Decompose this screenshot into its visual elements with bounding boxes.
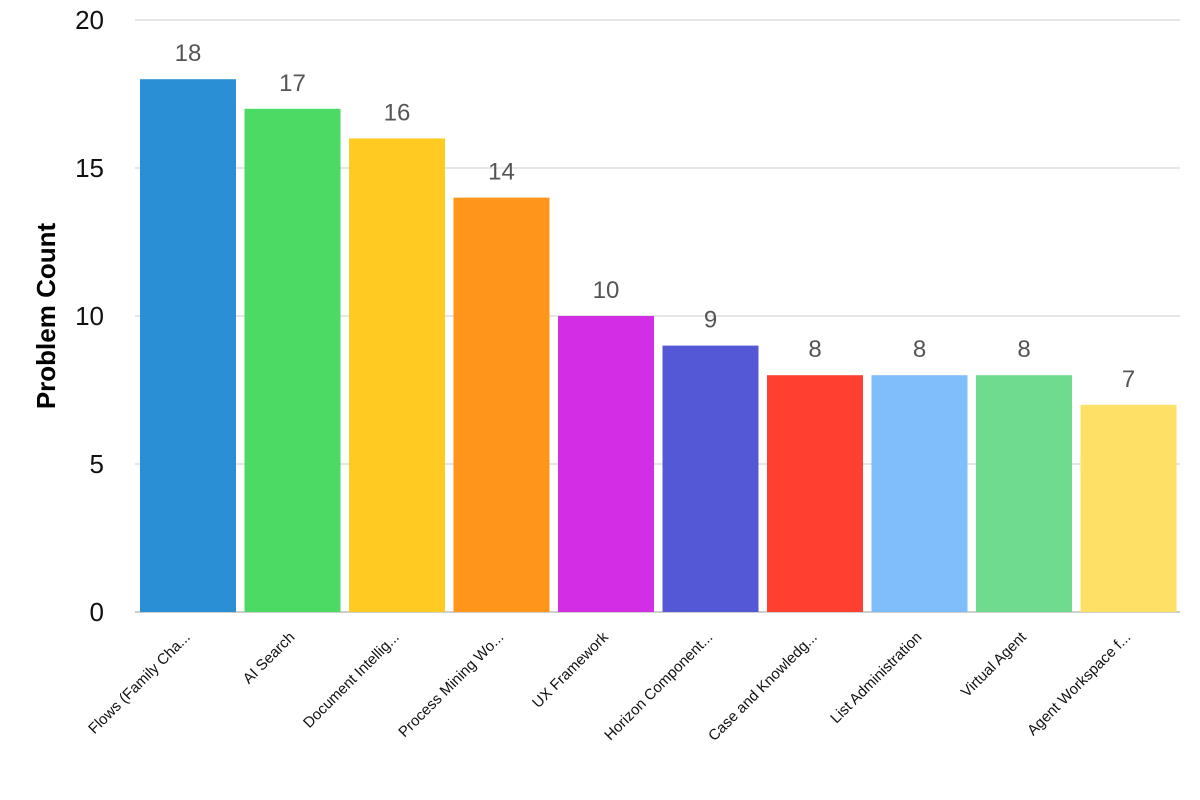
data-label: 17 bbox=[279, 70, 306, 97]
x-tick-label: Document Intellig... bbox=[300, 629, 403, 732]
x-tick-label: Process Mining Wo... bbox=[395, 629, 507, 741]
data-label: 8 bbox=[1017, 336, 1030, 363]
data-label: 18 bbox=[175, 40, 202, 67]
bar[interactable] bbox=[976, 375, 1072, 612]
data-label: 9 bbox=[704, 307, 717, 334]
bar[interactable] bbox=[1080, 404, 1177, 612]
y-tick-label: 10 bbox=[75, 301, 104, 331]
x-tick-label: Flows (Family Cha... bbox=[85, 629, 194, 738]
bar[interactable] bbox=[871, 375, 968, 612]
bars bbox=[140, 79, 1177, 613]
y-tick-label: 5 bbox=[90, 449, 104, 479]
y-tick-label: 20 bbox=[75, 5, 104, 35]
x-axis-categories: Flows (Family Cha... AI Search Document In… bbox=[85, 628, 1134, 744]
bar[interactable] bbox=[558, 316, 654, 612]
x-tick-label: Case and Knowledg... bbox=[705, 629, 821, 745]
x-tick-label: Horizon Component... bbox=[601, 629, 716, 744]
y-tick-label: 0 bbox=[90, 597, 104, 627]
data-label: 14 bbox=[488, 159, 515, 186]
x-tick-label: List Administration bbox=[827, 629, 925, 727]
bar[interactable] bbox=[349, 138, 445, 612]
data-label: 8 bbox=[808, 336, 821, 363]
data-label: 10 bbox=[593, 277, 620, 304]
bar[interactable] bbox=[140, 79, 236, 612]
data-label: 7 bbox=[1122, 366, 1135, 393]
y-tick-label: 15 bbox=[75, 153, 104, 183]
data-labels: 18 17 16 14 10 9 8 8 8 7 bbox=[175, 40, 1136, 393]
bar[interactable] bbox=[244, 108, 341, 613]
data-label: 16 bbox=[384, 99, 411, 126]
y-axis-title: Problem Count bbox=[31, 223, 61, 410]
x-tick-label: Virtual Agent bbox=[958, 628, 1031, 701]
x-tick-label: AI Search bbox=[240, 629, 299, 688]
x-tick-label: Agent Workspace f... bbox=[1024, 629, 1134, 739]
y-axis-ticks: 0 5 10 15 20 bbox=[75, 5, 104, 627]
data-label: 8 bbox=[913, 336, 926, 363]
bar[interactable] bbox=[662, 345, 759, 612]
bar[interactable] bbox=[453, 197, 550, 612]
bar[interactable] bbox=[767, 375, 863, 612]
x-tick-label: UX Framework bbox=[529, 628, 612, 711]
